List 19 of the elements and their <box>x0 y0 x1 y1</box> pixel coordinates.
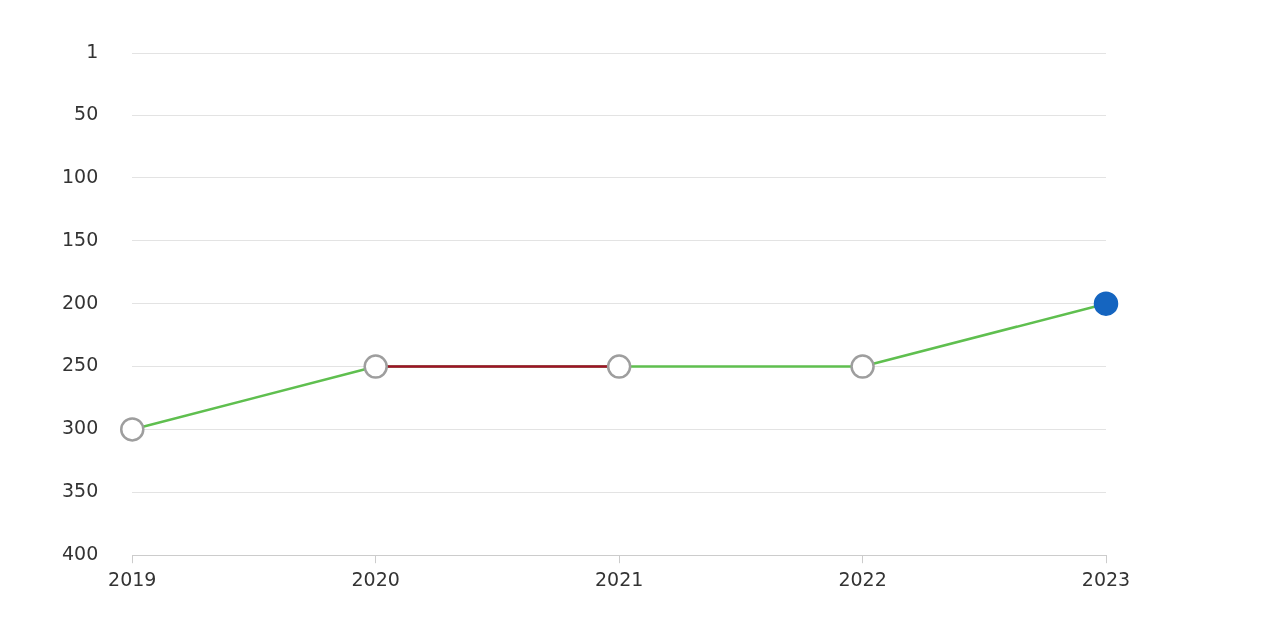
y-tick-label: 300 <box>62 416 99 439</box>
point <box>1093 291 1119 316</box>
y-tick-label: 250 <box>62 353 99 376</box>
x-tick-label: 2023 <box>1081 567 1131 590</box>
y-tick-label: 400 <box>62 542 99 565</box>
point <box>363 354 388 379</box>
y-tick-label: 150 <box>62 227 99 250</box>
point <box>606 354 632 379</box>
x-tick-label: 2019 <box>108 567 157 590</box>
y-tick-label: 50 <box>74 101 99 124</box>
x-tick-label: 2021 <box>594 567 644 590</box>
y-tick-label: 350 <box>62 479 99 502</box>
y-tick-label: 100 <box>62 164 99 187</box>
y-tick-label: 200 <box>62 290 99 313</box>
point <box>120 417 145 442</box>
point <box>850 354 875 379</box>
x-tick-label: 2022 <box>838 567 887 590</box>
y-tick-label: 1 <box>86 40 99 63</box>
x-tick-label: 2020 <box>351 567 400 590</box>
